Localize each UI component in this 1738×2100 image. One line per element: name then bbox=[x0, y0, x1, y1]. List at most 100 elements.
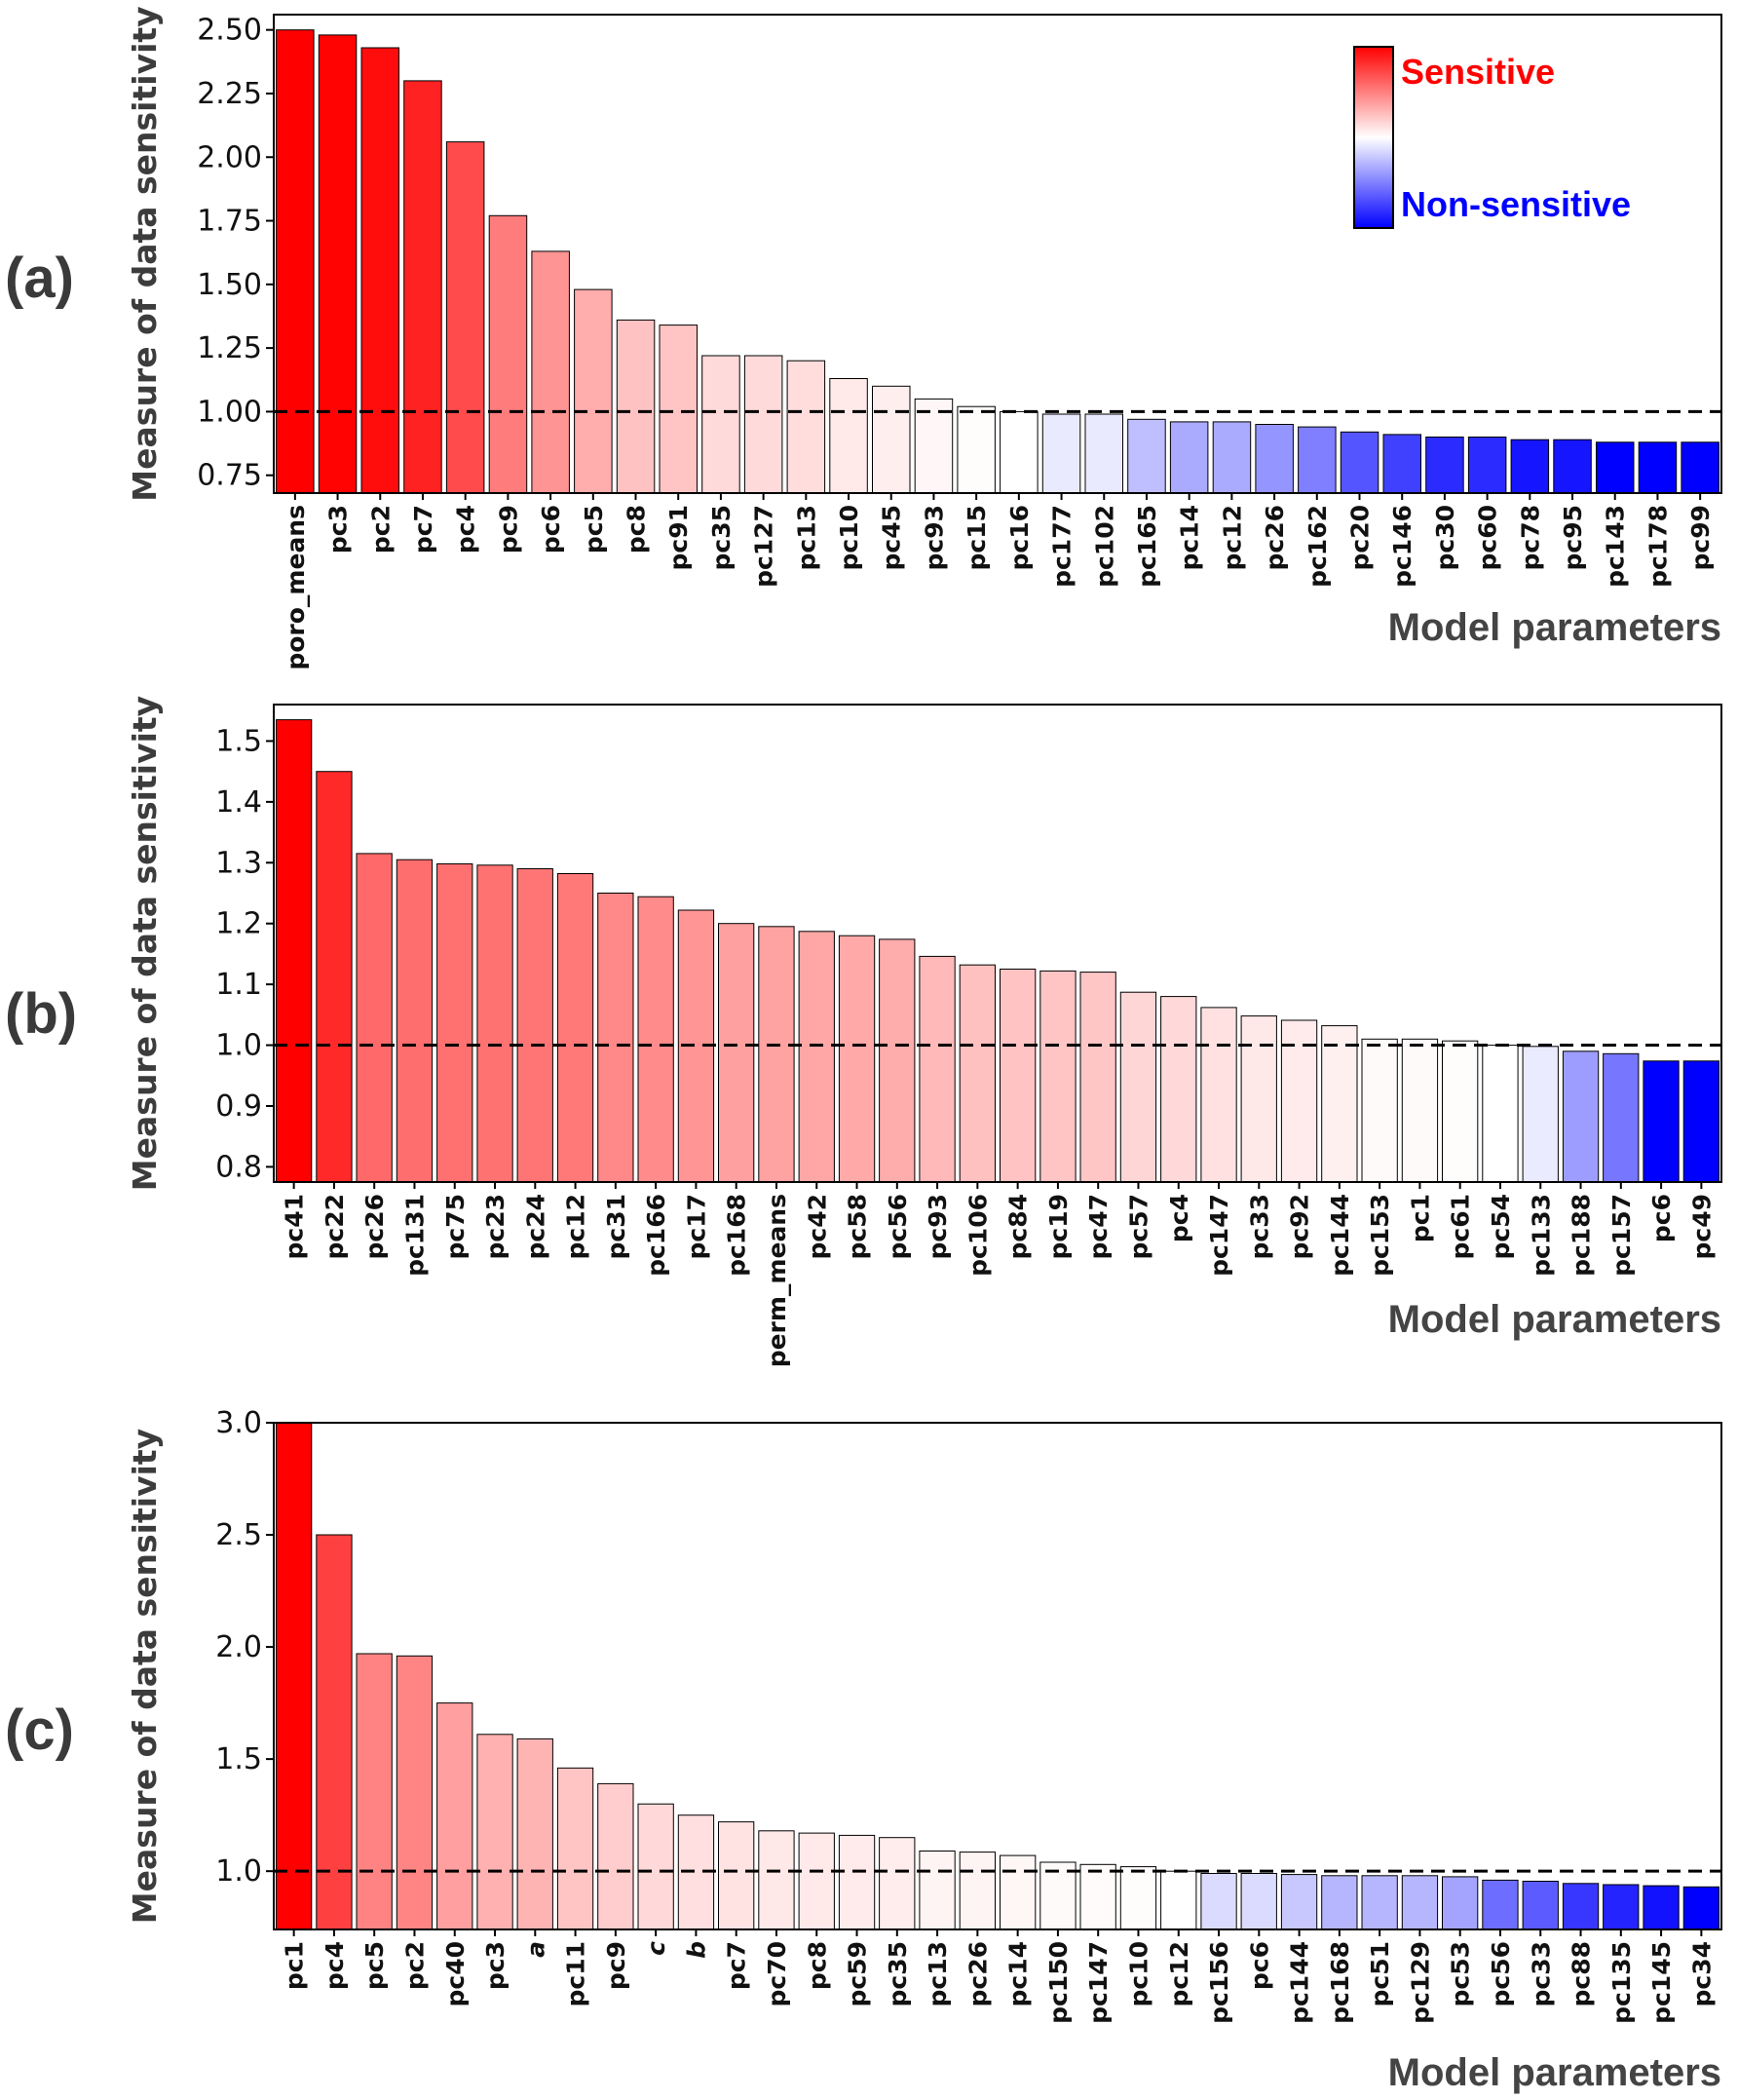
x-tick-label: pc14 bbox=[1176, 505, 1204, 571]
bar-pc102 bbox=[1084, 413, 1123, 493]
x-tick-label: pc143 bbox=[1602, 505, 1630, 588]
y-tick-label: 2.5 bbox=[215, 1518, 262, 1552]
bar-pc34 bbox=[1682, 1886, 1719, 1929]
bar-pc19 bbox=[1039, 970, 1077, 1182]
bar-pc93 bbox=[914, 398, 954, 493]
bar-pc51 bbox=[1361, 1875, 1398, 1929]
x-tick-label: pc57 bbox=[1125, 1194, 1153, 1260]
x-tick-label: pc102 bbox=[1090, 505, 1118, 588]
x-tick-label: pc26 bbox=[1261, 505, 1289, 571]
bar-pc26 bbox=[1255, 424, 1294, 493]
x-tick-label: pc99 bbox=[1686, 505, 1715, 571]
bar-pc6 bbox=[531, 250, 570, 493]
bar-pc47 bbox=[1079, 972, 1116, 1182]
bar-pc168 bbox=[718, 923, 755, 1182]
y-tick-label: 2.50 bbox=[197, 14, 262, 48]
panel-a: 0.75 1.00 1.25 1.50 1.75 2.00 2.25 2.50 poro_mea… bbox=[5, 6, 1722, 670]
bar-pc6 bbox=[1643, 1060, 1680, 1182]
bar-pc33 bbox=[1522, 1881, 1559, 1929]
x-tick-label: a bbox=[521, 1941, 549, 1958]
x-tick-label: pc45 bbox=[878, 505, 906, 571]
bar-pc54 bbox=[1482, 1045, 1519, 1182]
x-tick-label: pc166 bbox=[642, 1194, 670, 1277]
x-tick-label: pc60 bbox=[1474, 505, 1502, 571]
x-tick-label: pc53 bbox=[1447, 1941, 1475, 2007]
x-tick-label: pc42 bbox=[803, 1194, 831, 1260]
bar-pc9 bbox=[597, 1782, 634, 1929]
x-tick-label: pc16 bbox=[1005, 505, 1034, 571]
x-tick-label: pc150 bbox=[1044, 1941, 1073, 2024]
x-tick-label: pc165 bbox=[1133, 505, 1161, 588]
y-tick-label: 0.8 bbox=[215, 1150, 262, 1184]
x-tick-label: pc14 bbox=[1004, 1941, 1033, 2007]
bar-pc9 bbox=[488, 214, 528, 493]
x-tick-label: pc93 bbox=[924, 1194, 952, 1260]
bar-pc2 bbox=[396, 1655, 434, 1929]
bar-pc165 bbox=[1127, 418, 1166, 493]
plot-frame bbox=[273, 1422, 1722, 1930]
bar-pc13 bbox=[919, 1851, 956, 1929]
x-tick-label: pc54 bbox=[1487, 1194, 1515, 1260]
bar-pc14 bbox=[1000, 1854, 1037, 1929]
x-tick-label: perm_means bbox=[763, 1194, 791, 1367]
bar-pc49 bbox=[1682, 1060, 1719, 1182]
bar-pc59 bbox=[838, 1834, 876, 1929]
x-tick-label: pc135 bbox=[1607, 1941, 1636, 2024]
bar-pc12 bbox=[1160, 1870, 1197, 1929]
panel-label: (c) bbox=[5, 1699, 74, 1762]
x-tick-label: pc47 bbox=[1084, 1194, 1113, 1260]
x-tick-label: pc162 bbox=[1304, 505, 1332, 588]
bar-pc10 bbox=[1119, 1866, 1157, 1929]
panel-b: 0.8 0.9 1.0 1.1 1.2 1.3 1.4 1.5 pc41 pc22 pc26 pc13… bbox=[5, 696, 1722, 1367]
legend-colorbar bbox=[1353, 46, 1394, 229]
y-tick-label: 1.3 bbox=[215, 846, 262, 880]
y-tick-label: 2.25 bbox=[197, 77, 262, 111]
x-axis-label: Model parameters bbox=[1388, 2051, 1721, 2094]
bar-pc15 bbox=[957, 405, 996, 493]
x-tick-label: pc12 bbox=[1218, 505, 1246, 571]
x-tick-label: poro_means bbox=[282, 505, 310, 670]
x-tick-label: pc145 bbox=[1647, 1941, 1676, 2024]
bar-pc166 bbox=[637, 896, 674, 1182]
y-tick-label: 1.1 bbox=[215, 968, 262, 1002]
x-tick-label: pc40 bbox=[441, 1941, 470, 2007]
bar-pc10 bbox=[829, 378, 868, 493]
bar-pc78 bbox=[1510, 439, 1550, 493]
y-tick-label: 2.00 bbox=[197, 140, 262, 174]
x-tick-label: pc131 bbox=[401, 1194, 430, 1277]
bar-pc16 bbox=[1000, 410, 1039, 493]
x-tick-label: pc33 bbox=[1245, 1194, 1273, 1260]
y-tick-label: 1.4 bbox=[215, 785, 262, 820]
x-tick-label: pc144 bbox=[1286, 1941, 1314, 2024]
bar-pc156 bbox=[1200, 1873, 1237, 1929]
x-tick-label: b bbox=[682, 1941, 710, 1959]
color-legend: Sensitive Non-sensitive bbox=[1353, 46, 1631, 229]
bar-poro_means bbox=[276, 29, 315, 493]
y-tick-label: 1.50 bbox=[197, 268, 262, 302]
bar-pc99 bbox=[1681, 441, 1719, 493]
bar-pc95 bbox=[1553, 439, 1592, 493]
y-tick-label: 1.25 bbox=[197, 331, 262, 365]
bar-pc75 bbox=[436, 863, 473, 1182]
x-tick-label: pc26 bbox=[360, 1194, 389, 1260]
bar-pc88 bbox=[1562, 1883, 1600, 1929]
bar-pc177 bbox=[1041, 413, 1081, 493]
x-tick-label: pc10 bbox=[1125, 1941, 1153, 2007]
x-tick-label: pc4 bbox=[1165, 1194, 1193, 1242]
x-tick-label: pc59 bbox=[844, 1941, 872, 2007]
bars bbox=[276, 719, 1719, 1182]
bar-pc106 bbox=[959, 964, 997, 1182]
bar-pc144 bbox=[1321, 1025, 1358, 1182]
bar-pc33 bbox=[1240, 1015, 1277, 1182]
x-tick-label: pc147 bbox=[1205, 1194, 1233, 1277]
bars bbox=[276, 1423, 1719, 1929]
bar-pc1 bbox=[1401, 1038, 1439, 1182]
bar-pc3 bbox=[476, 1734, 513, 1929]
x-axis-label: Model parameters bbox=[1388, 606, 1721, 649]
x-tick-label: pc20 bbox=[1346, 505, 1375, 571]
y-tick-label: 2.0 bbox=[215, 1630, 262, 1664]
bar-pc26 bbox=[356, 853, 393, 1182]
y-tick-label: 1.0 bbox=[215, 1854, 262, 1889]
bar-pc13 bbox=[786, 360, 826, 493]
